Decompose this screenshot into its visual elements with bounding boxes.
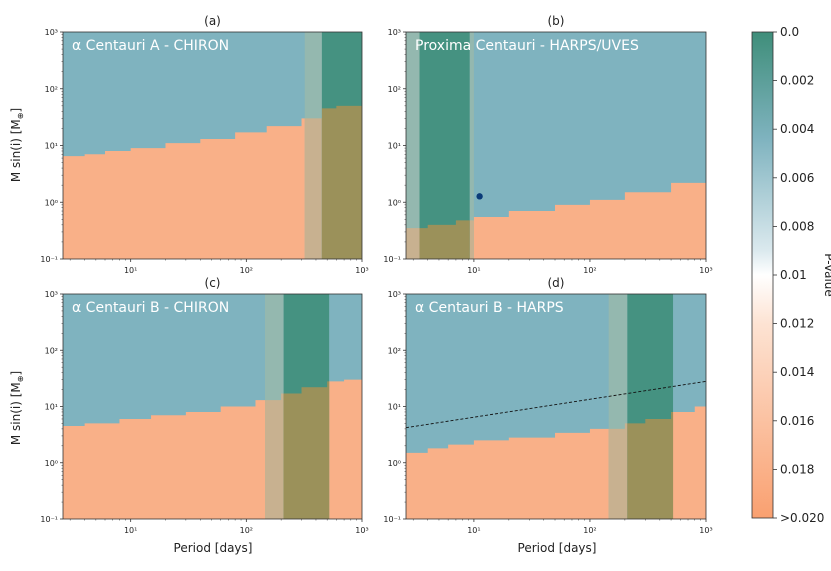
panel-3: 10⁻¹ 10⁰ 10¹ 10² 10³ 10¹ 10² 10³ (d) α Centauri B… bbox=[383, 276, 712, 535]
colorbar-tick-label: >0.020 bbox=[780, 511, 824, 525]
x-tick-label: 10¹ bbox=[124, 526, 137, 535]
colorbar-tick-label: 0.01 bbox=[780, 268, 807, 282]
y-tick-label: 10⁻¹ bbox=[40, 515, 58, 524]
panel-label: α Centauri B - HARPS bbox=[415, 300, 564, 316]
y-tick-label: 10⁰ bbox=[45, 459, 58, 468]
colorbar-tick-label: 0.002 bbox=[780, 74, 814, 88]
y-tick-label: 10³ bbox=[388, 28, 401, 37]
y-tick-label: 10⁻¹ bbox=[40, 255, 58, 264]
y-tick-label: 10⁻¹ bbox=[383, 515, 401, 524]
panel-label: Proxima Centauri - HARPS/UVES bbox=[415, 38, 639, 54]
y-axis-label-bottom: M sin(i) [M⊕] bbox=[9, 371, 25, 445]
x-tick-label: 10³ bbox=[355, 266, 368, 275]
x-tick-label: 10¹ bbox=[467, 266, 480, 275]
x-tick-label: 10² bbox=[583, 266, 596, 275]
colorbar-tick-label: 0.006 bbox=[780, 171, 814, 185]
hz-edge-lower bbox=[304, 103, 322, 259]
y-tick-label: 10¹ bbox=[45, 142, 58, 151]
panel-title: (c) bbox=[205, 276, 221, 290]
y-tick-label: 10³ bbox=[388, 290, 401, 299]
y-tick-label: 10⁰ bbox=[388, 198, 401, 207]
x-tick-label: 10² bbox=[240, 266, 253, 275]
y-tick-label: 10² bbox=[45, 85, 58, 94]
y-tick-label: 10² bbox=[388, 85, 401, 94]
x-tick-label: 10¹ bbox=[124, 266, 137, 275]
x-axis-label-left: Period [days] bbox=[174, 541, 253, 555]
x-tick-label: 10³ bbox=[699, 526, 712, 535]
x-tick-label: 10² bbox=[583, 526, 596, 535]
x-axis-label-right: Period [days] bbox=[518, 541, 597, 555]
panel-label: α Centauri B - CHIRON bbox=[72, 300, 229, 316]
y-tick-label: 10¹ bbox=[388, 403, 401, 412]
y-tick-label: 10³ bbox=[45, 290, 58, 299]
trend-line bbox=[406, 380, 706, 429]
panel-0: 10⁻¹ 10⁰ 10¹ 10² 10³ 10¹ 10² 10³ (a) α Centauri A… bbox=[40, 14, 368, 275]
colorbar-tick-label: 0.004 bbox=[780, 122, 814, 136]
colorbar-tick-label: 0.014 bbox=[780, 365, 814, 379]
undetected-region bbox=[406, 173, 706, 259]
panel-1: 10⁻¹ 10⁰ 10¹ 10² 10³ 10¹ 10² 10³ (b) Proxima Cent… bbox=[383, 14, 712, 275]
panel-label: α Centauri A - CHIRON bbox=[72, 38, 229, 54]
x-tick-label: 10³ bbox=[355, 526, 368, 535]
colorbar-tick-label: 0.016 bbox=[780, 414, 814, 428]
panel-title: (d) bbox=[548, 276, 565, 290]
y-tick-label: 10² bbox=[388, 346, 401, 355]
colorbar-tick-label: 0.008 bbox=[780, 219, 814, 233]
y-tick-label: 10³ bbox=[45, 28, 58, 37]
hz-edge bbox=[406, 32, 420, 259]
hz-edge-2 bbox=[469, 32, 474, 259]
x-tick-label: 10¹ bbox=[467, 526, 480, 535]
colorbar-tick-label: 0.018 bbox=[780, 462, 814, 476]
y-tick-label: 10⁰ bbox=[388, 459, 401, 468]
x-tick-label: 10³ bbox=[699, 266, 712, 275]
habitable-zone-lower bbox=[321, 103, 362, 259]
colorbar-tick-label: 0.0 bbox=[780, 25, 799, 39]
hz-edge-lower bbox=[608, 402, 628, 519]
colorbar-label: P-Value bbox=[822, 253, 831, 297]
y-tick-label: 10⁰ bbox=[45, 198, 58, 207]
habitable-zone-lower bbox=[283, 379, 330, 519]
panel-title: (b) bbox=[548, 14, 565, 28]
colorbar bbox=[751, 31, 774, 519]
x-tick-label: 10² bbox=[240, 526, 253, 535]
y-tick-label: 10¹ bbox=[45, 403, 58, 412]
hz-edge-lower bbox=[264, 379, 284, 519]
undetected-region bbox=[63, 103, 362, 259]
y-tick-label: 10¹ bbox=[388, 142, 401, 151]
y-tick-label: 10⁻¹ bbox=[383, 255, 401, 264]
y-tick-label: 10² bbox=[45, 346, 58, 355]
panel-title: (a) bbox=[204, 14, 221, 28]
candidate-point bbox=[476, 193, 483, 200]
y-axis-label-top: M sin(i) [M⊕] bbox=[9, 108, 25, 182]
panel-2: 10⁻¹ 10⁰ 10¹ 10² 10³ 10¹ 10² 10³ (c) α Centauri B… bbox=[40, 276, 368, 535]
colorbar-tick-label: 0.012 bbox=[780, 317, 814, 331]
